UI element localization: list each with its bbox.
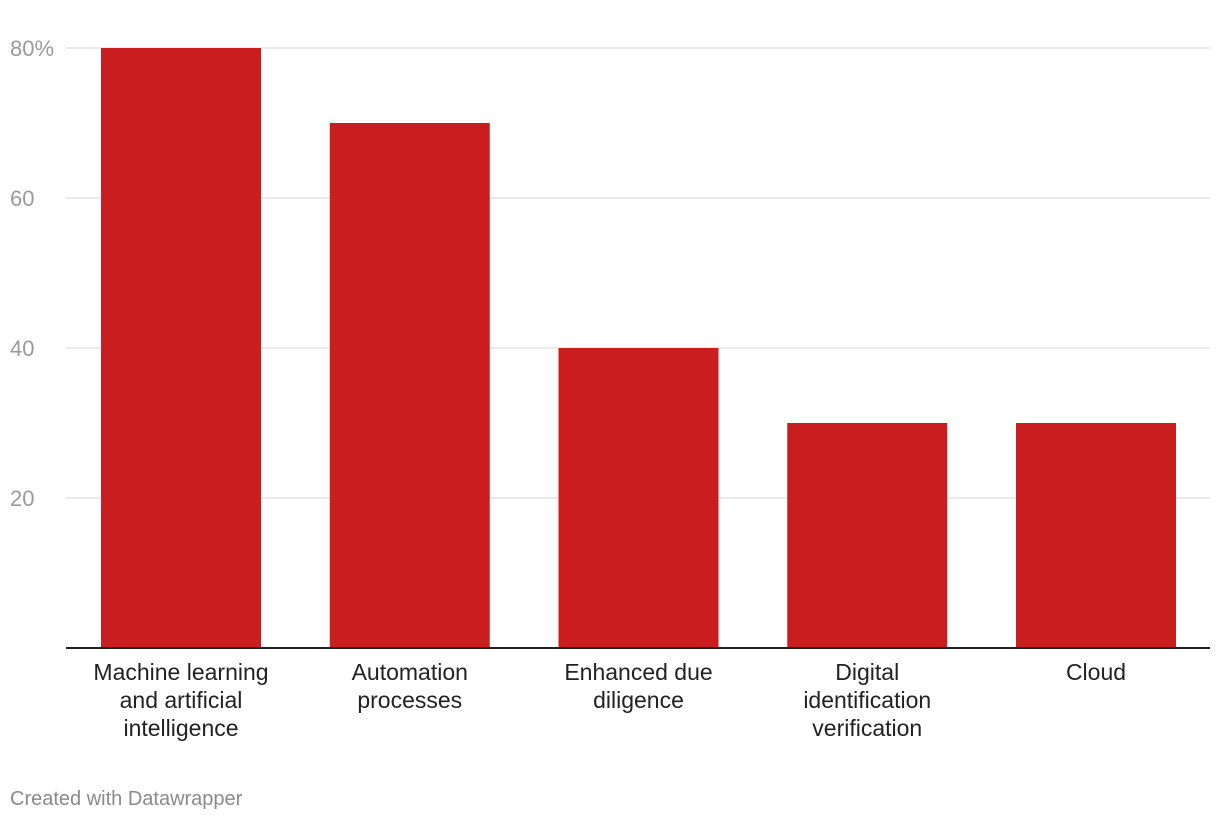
category-label-line: processes — [357, 687, 462, 713]
category-label-line: Machine learning — [93, 659, 268, 685]
y-tick-labels: 20 40 60 80% — [10, 36, 54, 511]
category-label-line: identification — [803, 687, 931, 713]
category-label: Machine learning and artificial intelligen… — [93, 659, 268, 741]
y-tick-label: 60 — [10, 186, 34, 211]
y-tick-label: 40 — [10, 336, 34, 361]
bar — [1016, 423, 1176, 648]
bars — [101, 48, 1176, 648]
category-label-line: intelligence — [123, 715, 238, 741]
category-labels: Machine learning and artificial intelligen… — [93, 659, 1126, 741]
category-label-line: Automation — [352, 659, 468, 685]
credit-text: Created with Datawrapper — [10, 788, 243, 810]
category-label-line: and artificial — [120, 687, 243, 713]
y-tick-label: 80% — [10, 36, 54, 61]
bar — [101, 48, 261, 648]
category-label-line: Cloud — [1066, 659, 1126, 685]
category-label-line: Enhanced due — [564, 659, 712, 685]
category-label: Enhanced due diligence — [564, 659, 712, 713]
bar-chart: 20 40 60 80% Machine learning and artificial… — [10, 36, 1210, 741]
category-label: Cloud — [1066, 659, 1126, 685]
category-label: Digital identification verification — [803, 659, 931, 741]
category-label: Automation processes — [352, 659, 468, 713]
bar — [329, 123, 490, 648]
category-label-line: diligence — [593, 687, 684, 713]
y-tick-label: 20 — [10, 486, 34, 511]
bar — [558, 348, 719, 648]
category-label-line: Digital — [835, 659, 899, 685]
category-label-line: verification — [812, 715, 922, 741]
bar — [787, 423, 948, 648]
